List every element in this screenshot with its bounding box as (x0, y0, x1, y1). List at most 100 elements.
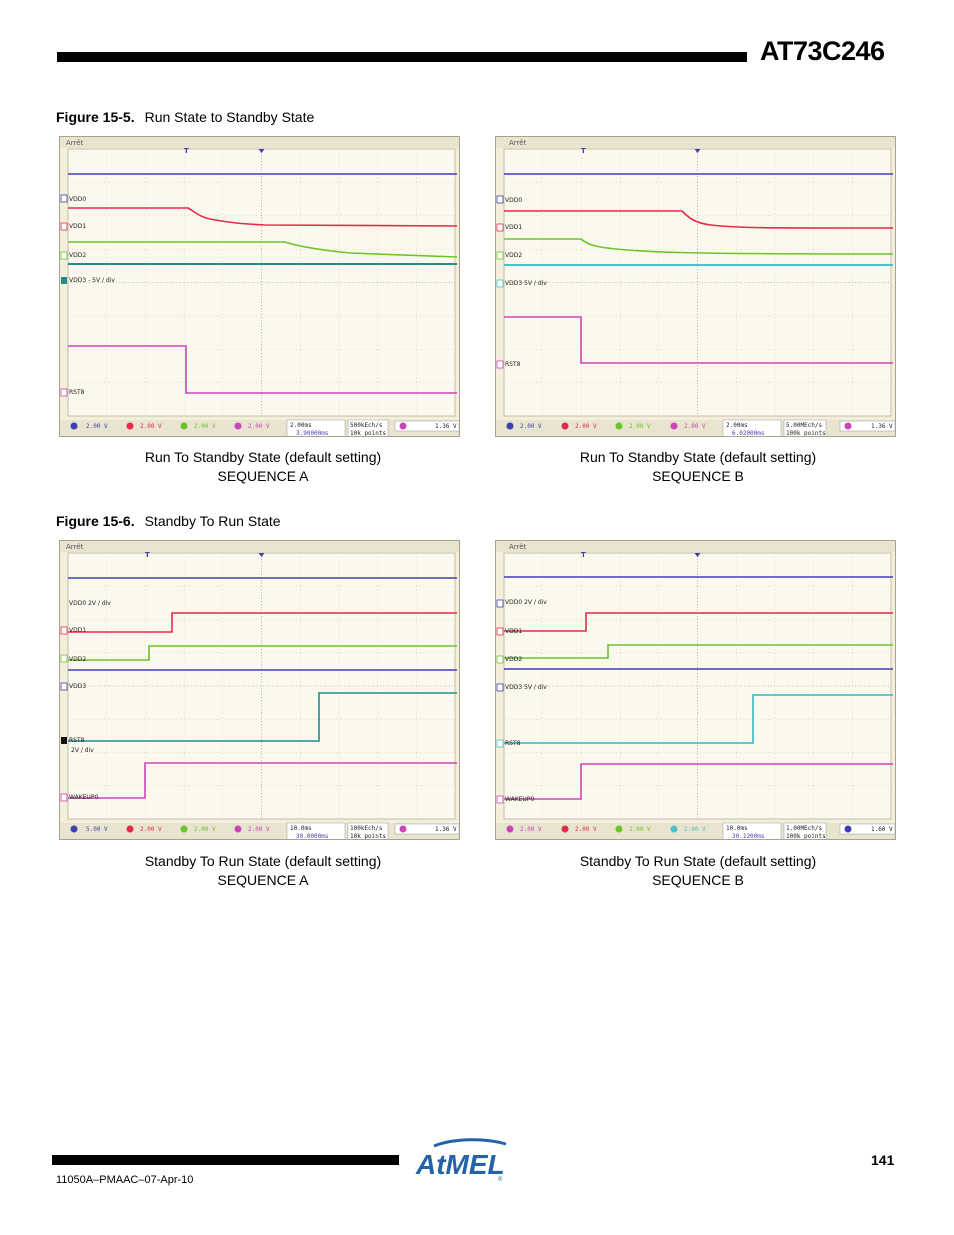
ch1-setting: 2.00 V (520, 423, 542, 430)
oscilloscope-screenshot: Arrêt T VDD0 2V / div VDD1 VDD2 VDD3 RST… (59, 540, 460, 840)
trigger-level: 1.60 V (871, 826, 893, 833)
delay: 3.90000ms (296, 430, 329, 437)
trace-label-vdd0: VDD0 (505, 197, 522, 204)
trace-label-vdd1: VDD1 (69, 223, 86, 230)
record-length: 10k points (350, 430, 387, 437)
trace-label-scale: 2V / div (71, 747, 94, 754)
record-length: 10k points (350, 833, 387, 840)
traces (504, 576, 893, 800)
record-length: 100k points (786, 833, 826, 840)
scope-status: Arrêt (509, 139, 527, 147)
page-number: 141 (871, 1152, 895, 1168)
trace-wakeup (504, 763, 893, 800)
trace-rst (504, 694, 893, 744)
trace-label-vdd0: VDD0 2V / div (505, 599, 547, 606)
trigger-marker: T (581, 147, 586, 155)
trigger-marker: T (581, 551, 586, 559)
trace-label-vdd2: VDD2 (69, 252, 86, 259)
trace-rst (68, 692, 457, 742)
caption-line-2: SEQUENCE A (217, 872, 309, 888)
status-bar: 2.00 V 2.00 V 1.00 V 2.00 V 10.0ms 30.12… (496, 822, 895, 840)
document-id: 11050A–PMAAC–07-Apr-10 (56, 1174, 194, 1186)
ch3-setting: 2.00 V (629, 423, 651, 430)
traces (504, 173, 894, 364)
caption-line-2: SEQUENCE B (652, 468, 744, 484)
channel-markers (60, 194, 68, 397)
caption-line-1: Run To Standby State (default setting) (144, 449, 382, 465)
trace-label-rst8: RST8 (505, 740, 521, 747)
timebase: 2.00ms (726, 422, 748, 429)
scope-caption: Run To Standby State (default setting) S… (498, 448, 898, 486)
channel-markers (60, 626, 68, 802)
oscilloscope-screenshot: Arrêt T VDD0 2V / div VDD1 VDD2 VDD3 5V … (495, 540, 896, 840)
trace-label-rst8: RST8 (69, 737, 85, 744)
trace-label-vdd1: VDD1 (505, 224, 522, 231)
delay: 6.02000ms (732, 430, 765, 437)
trace-ch3 (504, 238, 894, 255)
figure-number: Figure 15-6. (56, 513, 135, 529)
scope-grid (496, 137, 895, 417)
header-bar (57, 52, 747, 62)
scope-status: Arrêt (66, 139, 84, 147)
trace-label-wakeup0: WAKEUP0 (69, 794, 98, 801)
oscilloscope-screenshot: Arrêt T VDD0 VDD1 VDD2 VDD3 5V / div RST… (495, 136, 896, 437)
delay: 30.0000ms (296, 833, 329, 840)
trace-label-vdd3: VDD3 5V / div (505, 684, 547, 691)
scope-status: Arrêt (66, 543, 84, 551)
trace-ch3 (68, 241, 458, 258)
ch2-setting: 2.00 V (575, 826, 597, 833)
trace-ch2 (504, 612, 893, 632)
ch3-setting: 2.00 V (194, 423, 216, 430)
ch3-setting: 1.00 V (629, 826, 651, 833)
figure-title: Run State to Standby State (144, 109, 315, 125)
caption-line-1: Standby To Run State (default setting) (579, 853, 817, 869)
trigger-marker: T (145, 551, 150, 559)
trace-ch3 (504, 644, 893, 659)
record-length: 100k points (786, 430, 826, 437)
scope-grid (60, 137, 459, 417)
scope-grid (496, 541, 895, 820)
trace-ch3 (68, 645, 457, 661)
oscilloscope-screenshot: Arrêt T VDD0 VDD1 VDD2 VDD3 - 5V / div R… (59, 136, 460, 437)
logo-wordmark: AtMEL (415, 1149, 505, 1180)
scope-caption: Run To Standby State (default setting) S… (63, 448, 463, 486)
delay: 30.1200ms (732, 833, 765, 840)
ch2-setting: 2.00 V (140, 423, 162, 430)
ch2-setting: 2.00 V (140, 826, 162, 833)
scope-caption: Standby To Run State (default setting) S… (63, 852, 463, 890)
trace-label-rst8: RST8 (69, 389, 85, 396)
channel-markers (496, 599, 504, 804)
trace-label-vdd2: VDD2 (505, 656, 522, 663)
channel-markers (496, 195, 504, 369)
caption-line-2: SEQUENCE B (652, 872, 744, 888)
ch3-setting: 2.00 V (194, 826, 216, 833)
ch1-setting: 2.00 V (86, 423, 108, 430)
trace-label-vdd0: VDD0 2V / div (69, 600, 111, 607)
trace-label-wakeup0: WAKEUP0 (505, 796, 534, 803)
ch4-setting: 2.00 V (684, 826, 706, 833)
trace-label-vdd1: VDD1 (69, 627, 86, 634)
figure-caption-15-5: Figure 15-5. Run State to Standby State (56, 109, 314, 125)
sample-rate: 500kEch/s (350, 422, 383, 429)
doc-title: AT73C246 (760, 36, 885, 66)
trace-rst (68, 345, 457, 394)
trace-rst (504, 316, 893, 364)
trace-ch2 (68, 207, 458, 227)
figure-number: Figure 15-5. (56, 109, 135, 125)
sample-rate: 1.00MEch/s (786, 825, 823, 832)
trace-label-vdd2: VDD2 (505, 252, 522, 259)
trigger-level: 1.36 V (435, 423, 457, 430)
trigger-marker: T (184, 147, 189, 155)
ch4-setting: 2.00 V (248, 826, 270, 833)
ch2-setting: 2.00 V (575, 423, 597, 430)
figure-title: Standby To Run State (144, 513, 281, 529)
scope-status: Arrêt (509, 543, 527, 551)
svg-text:®: ® (498, 1176, 503, 1183)
ch1-setting: 2.00 V (520, 826, 542, 833)
scope-caption: Standby To Run State (default setting) S… (498, 852, 898, 890)
sample-rate: 100kEch/s (350, 825, 383, 832)
trace-label-vdd0: VDD0 (69, 196, 86, 203)
caption-line-1: Run To Standby State (default setting) (579, 449, 817, 465)
sample-rate: 5.00MEch/s (786, 422, 823, 429)
timebase: 2.00ms (290, 422, 312, 429)
